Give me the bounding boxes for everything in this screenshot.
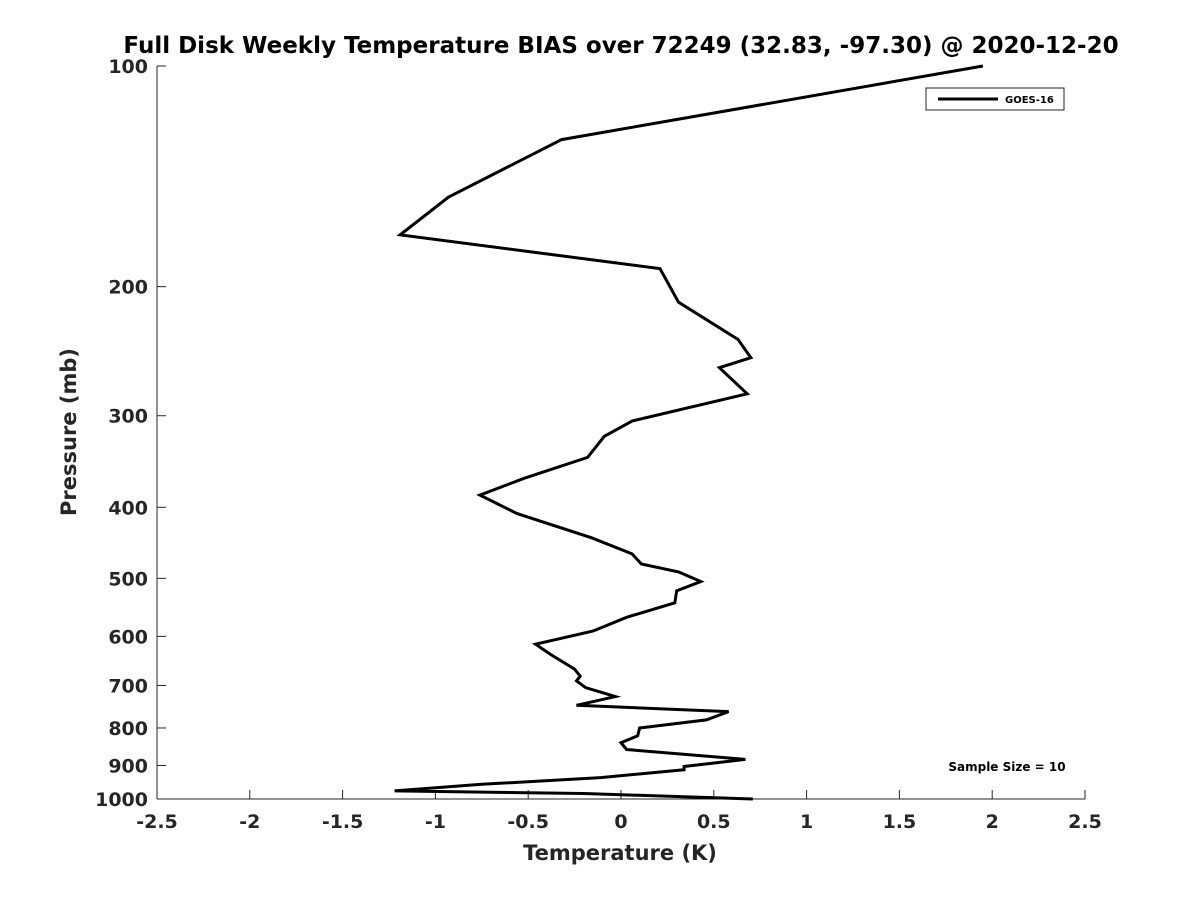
sample-size-annotation: Sample Size = 10 xyxy=(948,760,1065,774)
x-tick-label: -1.5 xyxy=(322,811,364,833)
y-tick-label: 100 xyxy=(108,56,148,78)
x-tick-label: -1 xyxy=(425,811,446,833)
y-tick-label: 1000 xyxy=(95,789,148,811)
x-tick-label: -0.5 xyxy=(507,811,549,833)
y-tick-label: 600 xyxy=(108,626,148,648)
legend: GOES-16 xyxy=(925,87,1065,111)
y-tick-label: 500 xyxy=(108,568,148,590)
chart-title: Full Disk Weekly Temperature BIAS over 7… xyxy=(123,33,1118,59)
x-tick-label: 2 xyxy=(986,811,999,833)
y-tick-label: 400 xyxy=(108,497,148,519)
x-tick-label: 0 xyxy=(614,811,627,833)
x-axis-label: Temperature (K) xyxy=(523,841,717,865)
y-tick-label: 900 xyxy=(108,755,148,777)
y-axis-label: Pressure (mb) xyxy=(57,348,81,516)
x-tick-label: -2 xyxy=(239,811,260,833)
y-tick-label: 700 xyxy=(108,675,148,697)
y-tick-label: 300 xyxy=(108,406,148,428)
x-tick-label: 1 xyxy=(800,811,813,833)
x-tick-label: 2.5 xyxy=(1068,811,1102,833)
series-line-goes-16 xyxy=(394,64,984,801)
legend-entry-goes-16: GOES-16 xyxy=(1005,95,1054,106)
axes: -2.5 -2 -1.5 -1 -0.5 0 0.5 1 1.5 2 2.5 100 200 300 400… xyxy=(95,56,1102,833)
plot-area xyxy=(394,64,984,801)
x-tick-label: -2.5 xyxy=(136,811,178,833)
y-tick-label: 200 xyxy=(108,277,148,299)
x-tick-label: 1.5 xyxy=(883,811,917,833)
x-tick-label: 0.5 xyxy=(697,811,731,833)
y-tick-label: 800 xyxy=(108,718,148,740)
